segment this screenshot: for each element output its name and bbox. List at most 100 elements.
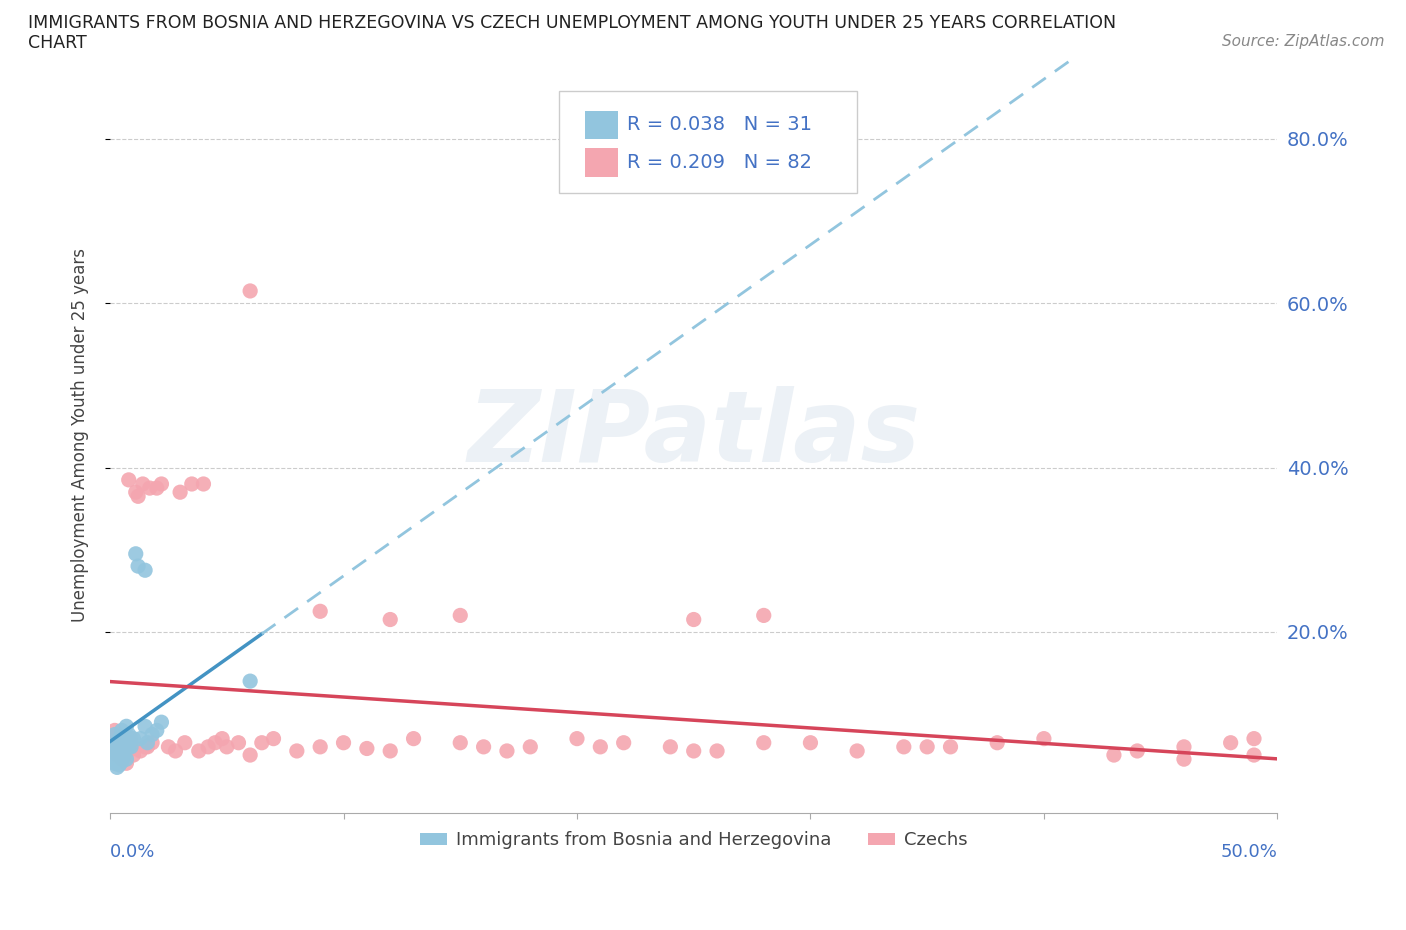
Point — [1243, 748, 1265, 763]
Point — [939, 739, 962, 754]
FancyBboxPatch shape — [585, 148, 617, 177]
Point — [134, 719, 156, 734]
Point — [165, 743, 187, 758]
Point — [752, 608, 775, 623]
Point — [111, 754, 134, 769]
Point — [402, 731, 425, 746]
Point — [134, 739, 156, 754]
Point — [112, 736, 135, 751]
Point — [193, 476, 215, 491]
Point — [228, 736, 250, 751]
Point — [332, 736, 354, 751]
Point — [104, 736, 127, 751]
Point — [118, 739, 141, 754]
Point — [173, 736, 195, 751]
Point — [101, 751, 124, 766]
Point — [613, 736, 636, 751]
Point — [239, 673, 262, 688]
Point — [136, 736, 159, 751]
Point — [380, 612, 402, 627]
Point — [112, 750, 135, 764]
Point — [141, 727, 163, 742]
Point — [380, 743, 402, 758]
Point — [118, 727, 141, 742]
Point — [187, 743, 209, 758]
Point — [132, 476, 155, 491]
Point — [118, 472, 141, 487]
Point — [115, 756, 138, 771]
Point — [449, 608, 471, 623]
Point — [145, 723, 167, 737]
Point — [111, 723, 134, 737]
Point — [101, 743, 124, 758]
Text: IMMIGRANTS FROM BOSNIA AND HERZEGOVINA VS CZECH UNEMPLOYMENT AMONG YOUTH UNDER 2: IMMIGRANTS FROM BOSNIA AND HERZEGOVINA V… — [28, 14, 1116, 32]
Point — [104, 727, 127, 742]
Point — [356, 741, 378, 756]
Point — [1173, 751, 1195, 766]
Point — [197, 739, 219, 754]
Point — [309, 739, 332, 754]
Point — [129, 731, 152, 746]
Text: CHART: CHART — [28, 34, 87, 52]
Point — [111, 751, 134, 766]
Point — [112, 748, 135, 763]
Point — [215, 739, 238, 754]
Point — [122, 731, 145, 746]
Point — [706, 743, 728, 758]
Point — [120, 739, 142, 754]
Point — [120, 731, 142, 746]
Point — [139, 481, 162, 496]
Point — [108, 739, 131, 754]
Point — [141, 736, 163, 751]
Point — [239, 748, 262, 763]
FancyBboxPatch shape — [560, 91, 858, 193]
Y-axis label: Unemployment Among Youth under 25 years: Unemployment Among Youth under 25 years — [72, 247, 89, 621]
Point — [682, 612, 704, 627]
Point — [752, 736, 775, 751]
Point — [309, 604, 332, 618]
Point — [180, 476, 202, 491]
Text: Source: ZipAtlas.com: Source: ZipAtlas.com — [1222, 34, 1385, 49]
Point — [105, 748, 128, 763]
Point — [1219, 736, 1241, 751]
Point — [1243, 731, 1265, 746]
Point — [846, 743, 869, 758]
Point — [1102, 748, 1125, 763]
Point — [496, 743, 519, 758]
Point — [134, 563, 156, 578]
Point — [169, 485, 191, 499]
Point — [108, 731, 131, 746]
Point — [104, 739, 127, 754]
Point — [250, 736, 273, 751]
Legend: Immigrants from Bosnia and Herzegovina, Czechs: Immigrants from Bosnia and Herzegovina, … — [413, 824, 974, 857]
Point — [108, 731, 131, 746]
Point — [211, 731, 233, 746]
Point — [111, 743, 134, 758]
Point — [115, 719, 138, 734]
Text: R = 0.209   N = 82: R = 0.209 N = 82 — [627, 153, 813, 172]
FancyBboxPatch shape — [585, 111, 617, 140]
Point — [122, 739, 145, 754]
Point — [659, 739, 682, 754]
Point — [893, 739, 915, 754]
Point — [111, 743, 134, 758]
Point — [115, 739, 138, 754]
Point — [115, 751, 138, 766]
Point — [129, 743, 152, 758]
Point — [105, 748, 128, 763]
Point — [1173, 739, 1195, 754]
Point — [105, 760, 128, 775]
Point — [150, 715, 173, 730]
Point — [682, 743, 704, 758]
Point — [263, 731, 285, 746]
Text: R = 0.038   N = 31: R = 0.038 N = 31 — [627, 115, 813, 134]
Point — [285, 743, 308, 758]
Point — [127, 559, 149, 574]
Point — [239, 284, 262, 299]
Point — [101, 731, 124, 746]
Point — [127, 489, 149, 504]
Point — [1126, 743, 1149, 758]
Point — [122, 748, 145, 763]
Point — [589, 739, 612, 754]
Point — [125, 485, 148, 499]
